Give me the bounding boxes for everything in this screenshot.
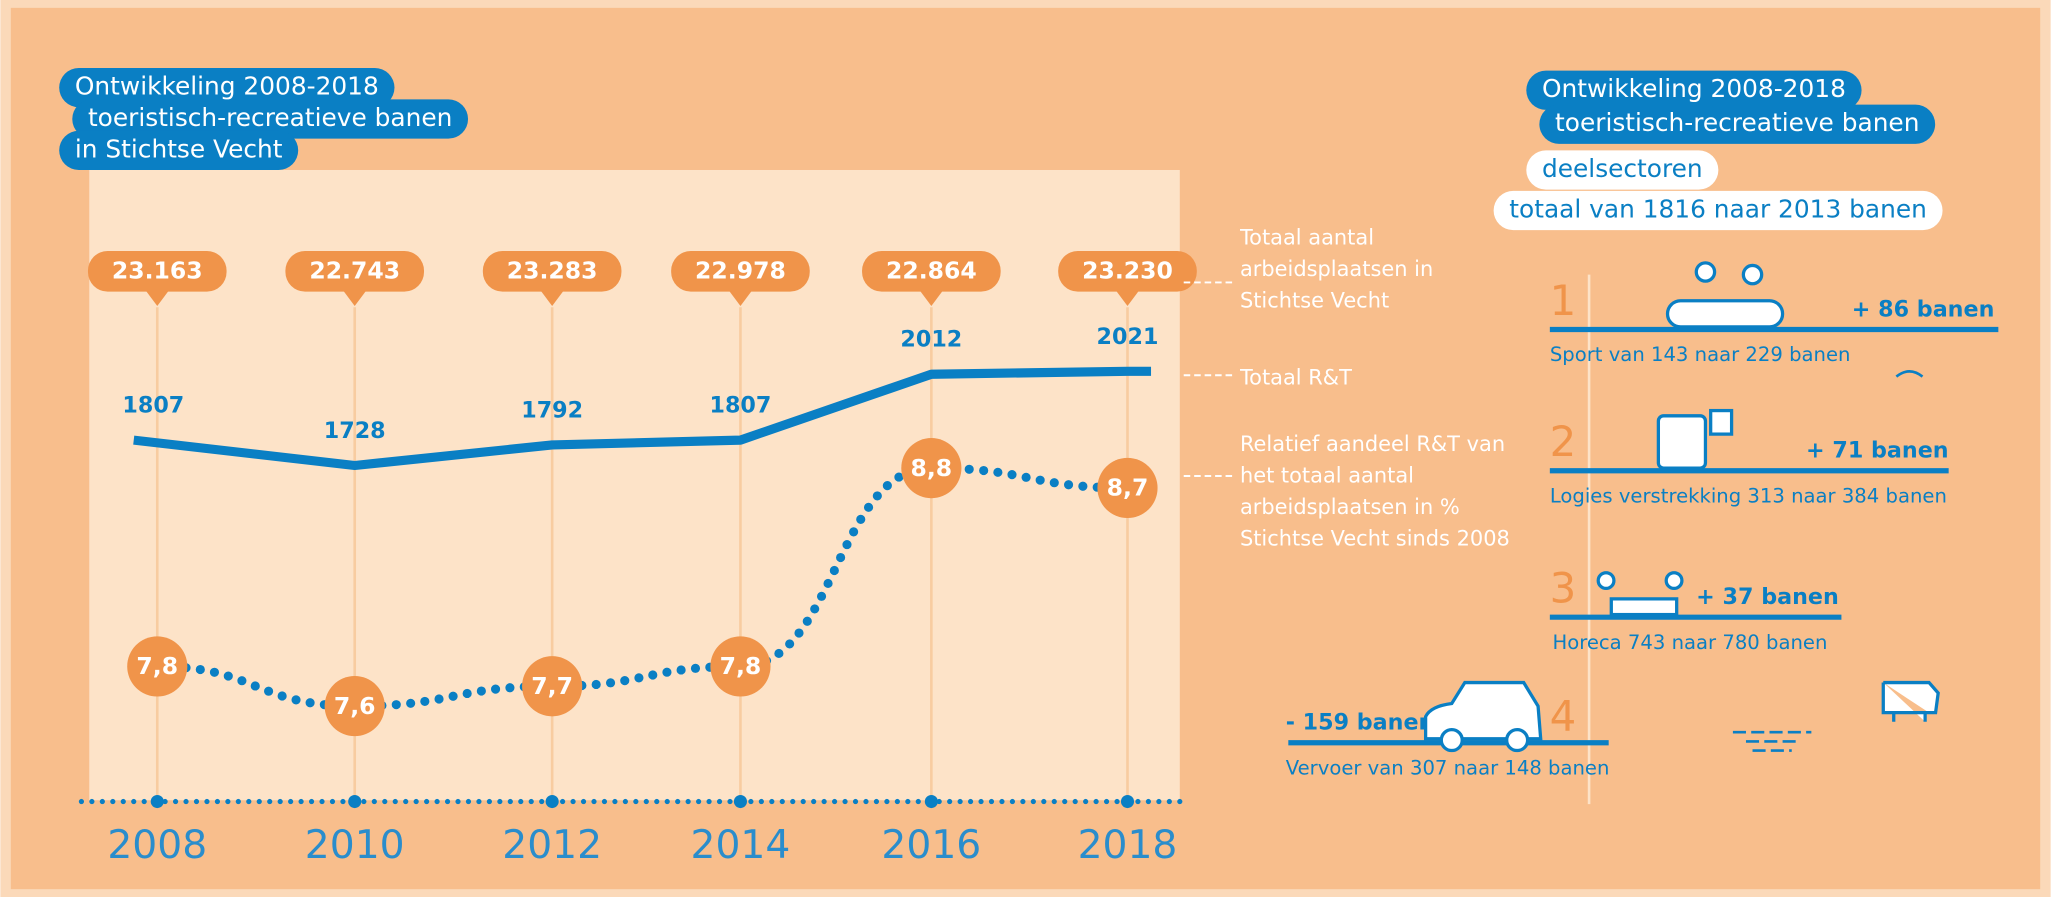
item-number: 2 [1550, 417, 1577, 466]
value-marker [324, 676, 385, 737]
x-tick-label: 2018 [1078, 823, 1178, 868]
x-tick-label: 2012 [502, 823, 602, 868]
title-pill [72, 99, 469, 139]
x-tick-label: 2016 [881, 823, 981, 868]
legend-label: Totaal aantal arbeidsplaatsen in Stichts… [1239, 224, 1434, 313]
item-number: 1 [1550, 276, 1577, 325]
title-line: toeristisch-recreatieve banen [1555, 108, 1919, 137]
callout [862, 251, 1001, 292]
value-label: 7,7 [531, 672, 573, 700]
value-label: 7,6 [334, 692, 376, 720]
value-label: 23.163 [112, 256, 203, 284]
value-label: 22.864 [886, 256, 977, 284]
icon-person [1694, 261, 1717, 283]
value-label: 22.743 [309, 256, 400, 284]
title-pill [1493, 190, 1943, 231]
legend-box: Relatief aandeel R&T van het totaal aant… [1239, 431, 1510, 551]
title-pill [59, 67, 395, 108]
icon-person [1596, 571, 1616, 591]
title-line: in Stichtse Vecht [75, 134, 283, 163]
callout-pointer [728, 290, 753, 306]
x-tick-label: 2014 [691, 823, 791, 868]
legend-box: Totaal R&T [1239, 364, 1352, 390]
item-label: Logies verstrekking 313 naar 384 banen [1550, 484, 1947, 507]
item-label: Horeca 743 naar 780 banen [1552, 631, 1827, 654]
title-pill [59, 130, 299, 170]
value-label: 23.230 [1082, 256, 1173, 284]
value-label: 8,8 [911, 454, 953, 482]
title-line: toeristisch-recreatieve banen [88, 103, 452, 132]
title-pill [1539, 104, 1936, 144]
x-tick-label: 2010 [305, 823, 405, 868]
value-label: 1807 [122, 393, 184, 419]
callout-pointer [1115, 290, 1140, 306]
value-label: 7,8 [720, 652, 762, 680]
icon-cow [1881, 680, 1940, 722]
value-label: 2021 [1097, 324, 1159, 350]
dotted-series [152, 463, 1133, 711]
item-label: Vervoer van 307 naar 148 banen [1286, 756, 1610, 779]
title-line: totaal van 1816 naar 2013 banen [1509, 195, 1927, 224]
callout [285, 251, 425, 292]
value-label: 23.283 [507, 256, 598, 284]
callout-pointer [540, 290, 564, 306]
value-label: 1792 [521, 397, 583, 423]
icon-water [1732, 730, 1812, 752]
callout [671, 251, 810, 292]
item-change: - 159 banen [1286, 710, 1435, 736]
icon-wheel [1505, 727, 1530, 753]
value-marker [901, 438, 962, 499]
title-line: Ontwikkeling 2008-2018 [1542, 74, 1846, 103]
icon-person [1741, 263, 1764, 286]
icon-person [1664, 571, 1684, 591]
value-label: 1807 [710, 393, 772, 419]
icon-car [1423, 680, 1543, 741]
callout [87, 251, 227, 292]
icon-table [1609, 597, 1679, 617]
value-label: 8,7 [1107, 474, 1149, 502]
title-line: Ontwikkeling 2008-2018 [75, 72, 379, 101]
value-label: 22.978 [695, 256, 786, 284]
icon-wheel [1439, 727, 1464, 753]
icon-bird [1895, 370, 1924, 378]
item-change: + 86 banen [1852, 296, 1995, 322]
title-pill [1526, 70, 1862, 110]
callout-pointer [145, 290, 170, 306]
value-marker [522, 656, 583, 717]
value-marker [127, 636, 188, 697]
x-tick-label: 2008 [107, 823, 207, 868]
title-pill [1526, 150, 1719, 190]
icon-bag [1709, 408, 1734, 436]
callout [482, 251, 622, 292]
value-marker [1097, 457, 1158, 519]
value-label: 7,8 [136, 652, 178, 680]
icon-bed [1656, 414, 1708, 470]
value-marker [710, 636, 771, 697]
callout-pointer [919, 290, 944, 306]
legend-label: Totaal R&T [1239, 364, 1352, 390]
value-label: 2012 [900, 327, 962, 353]
item-number: 3 [1550, 564, 1577, 613]
legend-box: Totaal aantal arbeidsplaatsen in Stichts… [1239, 224, 1434, 313]
title-line: deelsectoren [1542, 154, 1703, 183]
legend-label: Relatief aandeel R&T van het totaal aant… [1239, 431, 1510, 551]
callout [1058, 251, 1197, 292]
item-change: + 71 banen [1806, 438, 1949, 464]
plot-area [89, 169, 1180, 801]
line-series [133, 366, 1152, 471]
item-label: Sport van 143 naar 229 banen [1550, 343, 1851, 366]
value-label: 1728 [324, 418, 386, 444]
callout-pointer [342, 290, 367, 306]
item-number: 4 [1550, 692, 1577, 741]
icon-boat [1665, 299, 1785, 329]
item-change: + 37 banen [1696, 584, 1839, 610]
